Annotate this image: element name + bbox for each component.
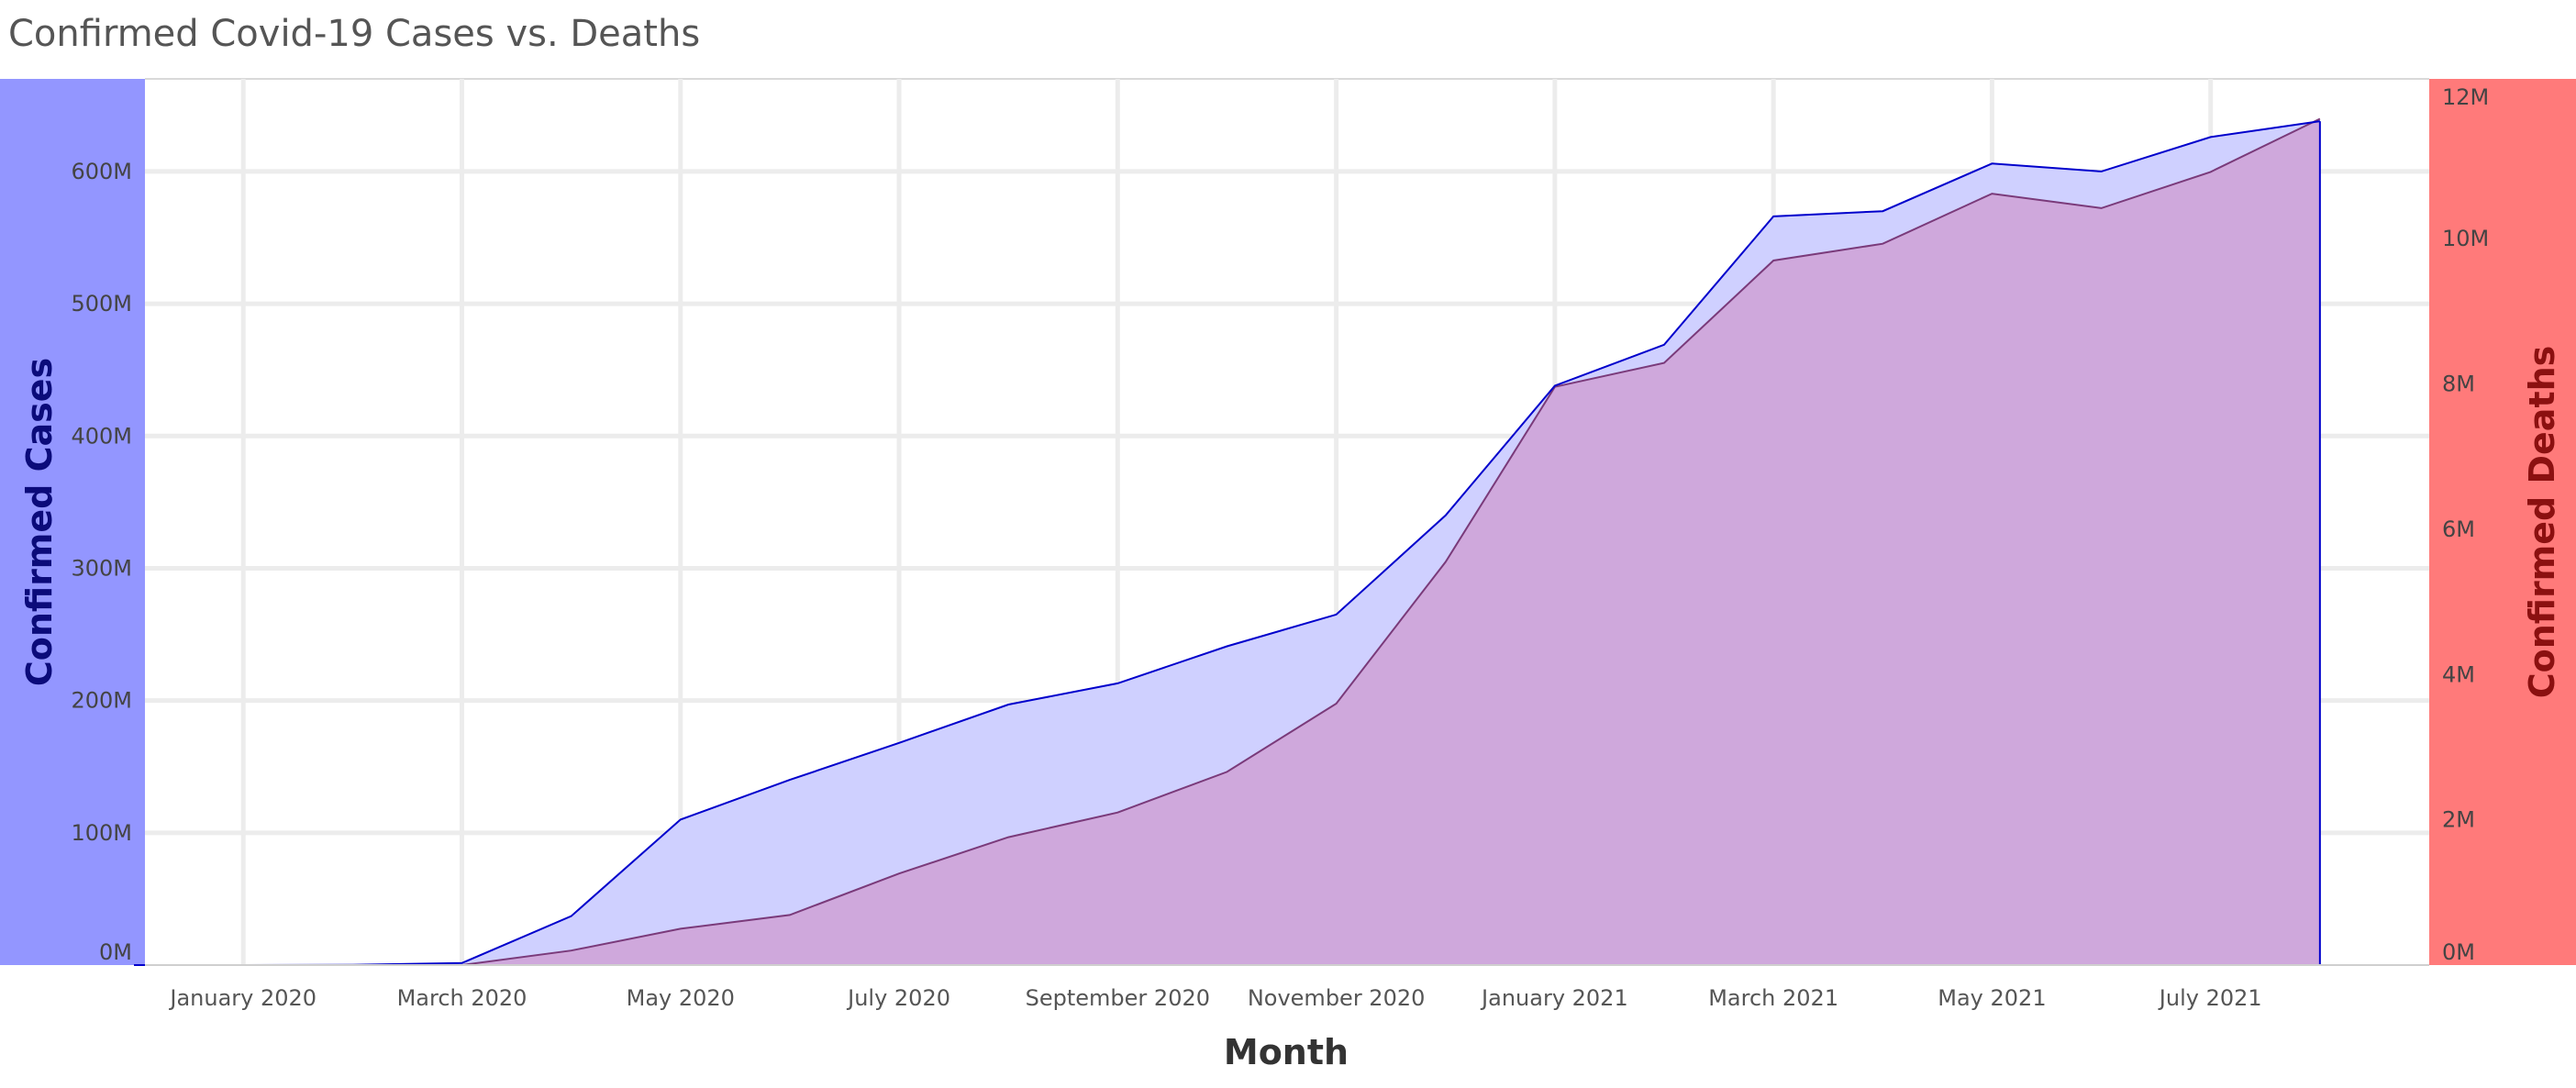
y-left-tick-label: 600M	[71, 159, 132, 184]
x-tick-label: March 2021	[1708, 985, 1838, 1011]
cases-line	[134, 120, 2321, 966]
y-right-tick-label: 2M	[2442, 807, 2475, 833]
x-tick-label: July 2021	[2158, 985, 2262, 1011]
x-tick-label: March 2020	[397, 985, 527, 1011]
x-axis-title: Month	[1224, 1032, 1349, 1072]
deaths-area	[134, 118, 2320, 965]
left-axis-ticks: 0M 100M 200M 300M 400M 500M 600M	[71, 159, 132, 965]
right-axis-title: Confirmed Deaths	[2522, 346, 2562, 699]
right-axis-ticks: 0M 2M 4M 6M 8M 10M 12M	[2442, 84, 2489, 965]
left-axis-title: Confirmed Cases	[19, 358, 60, 686]
x-tick-label: January 2021	[1480, 985, 1628, 1011]
y-right-tick-label: 8M	[2442, 372, 2475, 397]
x-tick-label: May 2020	[627, 985, 735, 1011]
y-left-tick-label: 400M	[71, 423, 132, 449]
chart-title: Confirmed Covid-19 Cases vs. Deaths	[8, 13, 701, 55]
left-axis-band	[0, 79, 145, 965]
x-tick-label: November 2020	[1248, 985, 1426, 1011]
y-right-tick-label: 6M	[2442, 516, 2475, 542]
x-tick-label: September 2020	[1026, 985, 1210, 1011]
x-tick-label: July 2020	[846, 985, 950, 1011]
right-axis-band	[2429, 79, 2576, 965]
x-tick-label: January 2020	[168, 985, 316, 1011]
y-right-tick-label: 10M	[2442, 226, 2489, 251]
y-left-tick-label: 300M	[71, 555, 132, 581]
y-left-tick-label: 200M	[71, 688, 132, 714]
deaths-line	[134, 117, 2321, 966]
y-left-tick-label: 100M	[71, 820, 132, 846]
x-axis-ticks: January 2020 March 2020 May 2020 July 2020 S…	[168, 985, 2261, 1011]
y-right-tick-label: 0M	[2442, 939, 2475, 965]
y-right-tick-label: 12M	[2442, 84, 2489, 110]
x-tick-label: May 2021	[1938, 985, 2046, 1011]
y-right-tick-label: 4M	[2442, 661, 2475, 687]
y-left-tick-label: 500M	[71, 291, 132, 316]
y-left-tick-label: 0M	[99, 939, 132, 965]
